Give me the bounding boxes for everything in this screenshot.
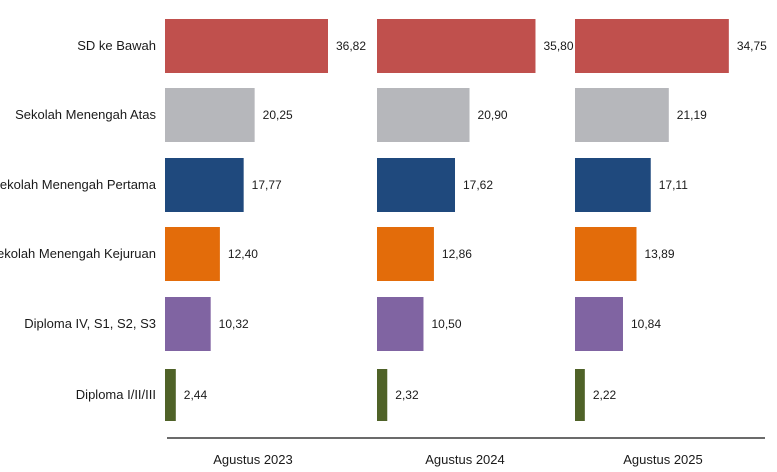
bar xyxy=(165,369,176,421)
data-label: 10,84 xyxy=(631,317,661,331)
panel: 36,82 20,25 17,77 12,40 10,32 2,44 Agustus 202… xyxy=(165,19,366,467)
panel-label: Agustus 2023 xyxy=(213,452,293,467)
panel-label: Agustus 2024 xyxy=(425,452,505,467)
data-label: 36,82 xyxy=(336,39,366,53)
data-label: 2,22 xyxy=(593,388,617,402)
category-label: Sekolah Menengah Kejuruan xyxy=(0,246,156,261)
bar xyxy=(165,297,211,351)
bar xyxy=(377,297,424,351)
bar xyxy=(575,227,637,281)
data-label: 2,32 xyxy=(395,388,419,402)
data-label: 10,50 xyxy=(431,317,461,331)
bar xyxy=(165,158,244,212)
bar xyxy=(575,297,623,351)
bar xyxy=(377,88,470,142)
category-label: Diploma IV, S1, S2, S3 xyxy=(24,316,156,331)
category-label: Sekolah Menengah Pertama xyxy=(0,177,157,192)
data-label: 35,80 xyxy=(543,39,573,53)
data-label: 2,44 xyxy=(184,388,208,402)
data-label: 21,19 xyxy=(677,108,707,122)
data-label: 20,25 xyxy=(263,108,293,122)
chart-panels: 36,82 20,25 17,77 12,40 10,32 2,44 Agustus 202… xyxy=(165,19,767,467)
data-label: 12,40 xyxy=(228,247,258,261)
panel: 34,75 21,19 17,11 13,89 10,84 2,22 Agustus 202… xyxy=(575,19,767,467)
data-label: 17,62 xyxy=(463,178,493,192)
category-label: Sekolah Menengah Atas xyxy=(15,107,156,122)
bar xyxy=(377,19,536,73)
bar xyxy=(165,227,220,281)
panel-label: Agustus 2025 xyxy=(623,452,703,467)
bar xyxy=(165,19,328,73)
bar xyxy=(575,158,651,212)
data-label: 13,89 xyxy=(644,247,674,261)
bar xyxy=(575,19,729,73)
bar xyxy=(575,369,585,421)
bar xyxy=(377,158,456,212)
data-label: 20,90 xyxy=(478,108,508,122)
data-label: 17,11 xyxy=(659,178,688,192)
data-label: 10,32 xyxy=(219,317,249,331)
panel: 35,80 20,90 17,62 12,86 10,50 2,32 Agustus 202… xyxy=(377,19,574,467)
category-label: Diploma I/II/III xyxy=(76,387,156,402)
bar xyxy=(377,227,434,281)
data-label: 34,75 xyxy=(737,39,767,53)
bar xyxy=(377,369,388,421)
data-label: 12,86 xyxy=(442,247,472,261)
bar xyxy=(575,88,669,142)
data-label: 17,77 xyxy=(252,178,282,192)
category-label: SD ke Bawah xyxy=(77,38,156,53)
bar xyxy=(165,88,255,142)
category-labels: SD ke Bawah Sekolah Menengah Atas Sekolah … xyxy=(0,38,157,402)
